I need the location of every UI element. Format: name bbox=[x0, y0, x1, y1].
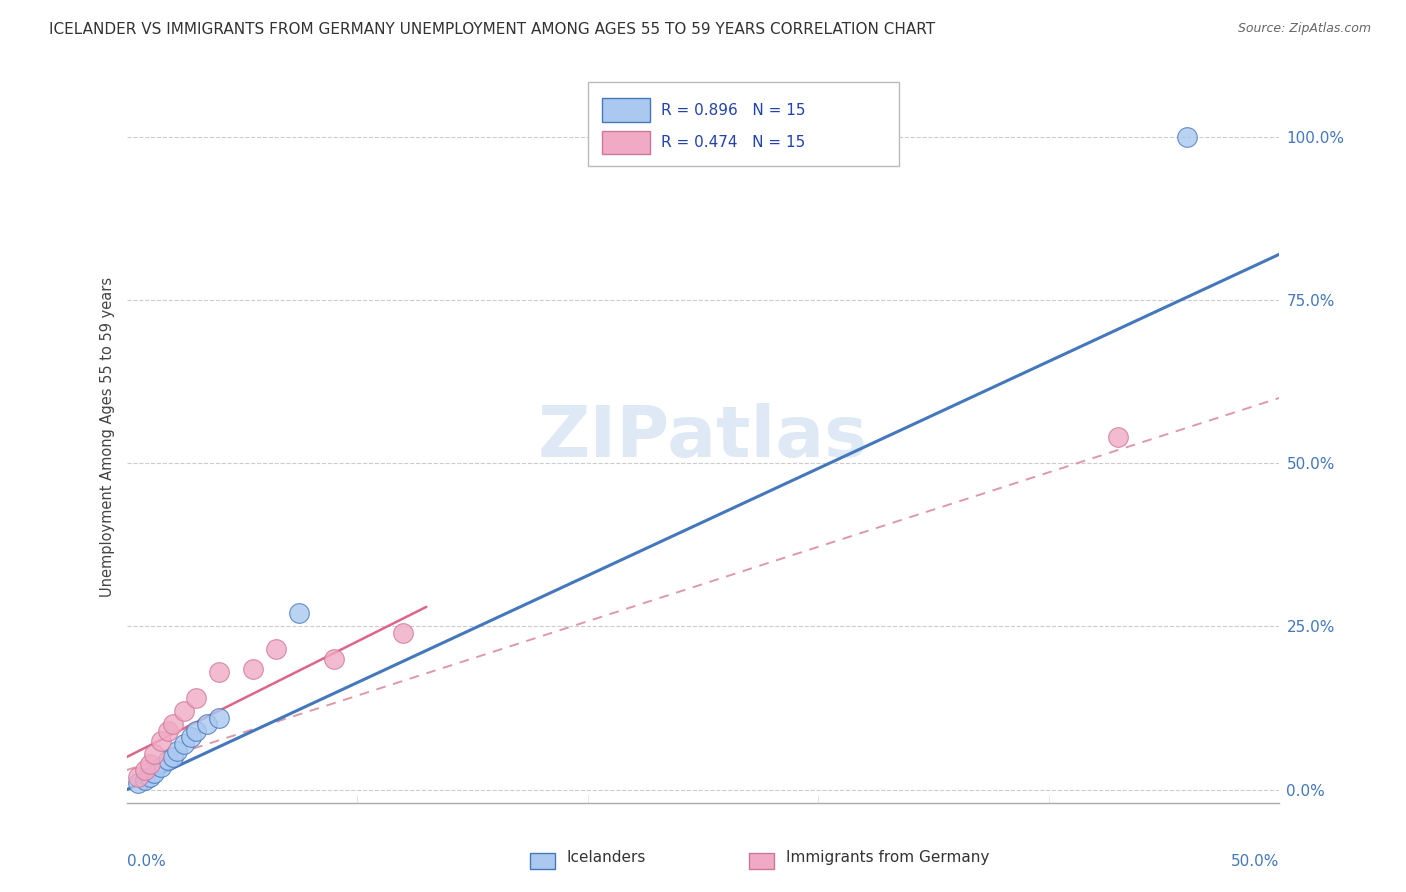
Point bbox=[162, 717, 184, 731]
Point bbox=[127, 776, 149, 790]
Text: ICELANDER VS IMMIGRANTS FROM GERMANY UNEMPLOYMENT AMONG AGES 55 TO 59 YEARS CORR: ICELANDER VS IMMIGRANTS FROM GERMANY UNE… bbox=[49, 22, 935, 37]
Point bbox=[266, 642, 288, 657]
Point bbox=[150, 733, 173, 747]
FancyBboxPatch shape bbox=[602, 98, 650, 122]
Point bbox=[392, 626, 415, 640]
Point bbox=[127, 770, 149, 784]
Text: ZIPatlas: ZIPatlas bbox=[538, 402, 868, 472]
Point bbox=[150, 760, 173, 774]
Point bbox=[184, 723, 207, 738]
FancyBboxPatch shape bbox=[588, 82, 898, 167]
Point bbox=[157, 723, 180, 738]
Point bbox=[1175, 129, 1198, 144]
Point bbox=[134, 772, 156, 787]
Point bbox=[143, 747, 166, 761]
Point bbox=[162, 750, 184, 764]
Text: Source: ZipAtlas.com: Source: ZipAtlas.com bbox=[1237, 22, 1371, 36]
Point bbox=[138, 770, 160, 784]
Point bbox=[242, 662, 264, 676]
Point bbox=[208, 711, 231, 725]
FancyBboxPatch shape bbox=[602, 130, 650, 154]
Point bbox=[323, 652, 346, 666]
Point bbox=[173, 737, 195, 751]
Text: 0.0%: 0.0% bbox=[127, 854, 166, 869]
FancyBboxPatch shape bbox=[530, 853, 555, 869]
Text: R = 0.896   N = 15: R = 0.896 N = 15 bbox=[661, 103, 806, 118]
Point bbox=[157, 753, 180, 767]
Text: R = 0.474   N = 15: R = 0.474 N = 15 bbox=[661, 135, 806, 150]
Text: Immigrants from Germany: Immigrants from Germany bbox=[786, 850, 990, 865]
Point bbox=[180, 731, 202, 745]
FancyBboxPatch shape bbox=[749, 853, 775, 869]
Point bbox=[138, 756, 160, 771]
Y-axis label: Unemployment Among Ages 55 to 59 years: Unemployment Among Ages 55 to 59 years bbox=[100, 277, 115, 597]
Point bbox=[184, 691, 207, 706]
Point bbox=[173, 705, 195, 719]
Point bbox=[288, 607, 311, 621]
Point bbox=[134, 763, 156, 777]
Point bbox=[1107, 430, 1129, 444]
Point bbox=[195, 717, 218, 731]
Point bbox=[143, 766, 166, 780]
Point bbox=[166, 743, 188, 757]
Text: 50.0%: 50.0% bbox=[1232, 854, 1279, 869]
Point bbox=[208, 665, 231, 680]
Text: Icelanders: Icelanders bbox=[567, 850, 647, 865]
